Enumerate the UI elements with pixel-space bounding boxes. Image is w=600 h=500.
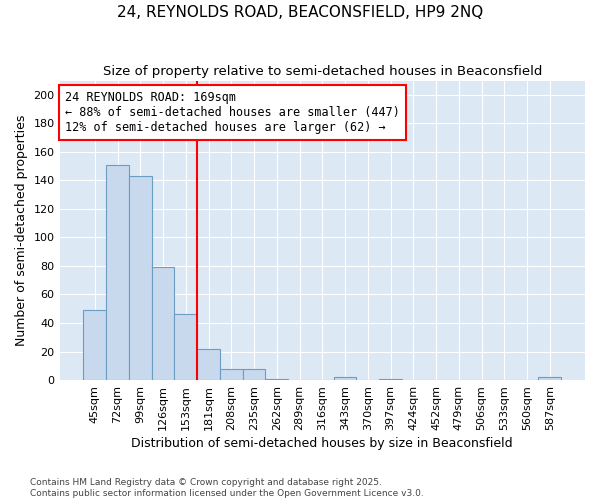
X-axis label: Distribution of semi-detached houses by size in Beaconsfield: Distribution of semi-detached houses by …	[131, 437, 513, 450]
Text: 24 REYNOLDS ROAD: 169sqm
← 88% of semi-detached houses are smaller (447)
12% of : 24 REYNOLDS ROAD: 169sqm ← 88% of semi-d…	[65, 91, 400, 134]
Bar	[152, 268, 175, 380]
Bar	[334, 377, 356, 380]
Bar	[83, 310, 106, 380]
Bar	[106, 164, 129, 380]
Bar	[220, 368, 242, 380]
Text: 24, REYNOLDS ROAD, BEACONSFIELD, HP9 2NQ: 24, REYNOLDS ROAD, BEACONSFIELD, HP9 2NQ	[117, 5, 483, 20]
Bar	[197, 348, 220, 380]
Bar	[242, 368, 265, 380]
Title: Size of property relative to semi-detached houses in Beaconsfield: Size of property relative to semi-detach…	[103, 65, 542, 78]
Bar	[379, 378, 402, 380]
Bar	[265, 378, 288, 380]
Bar	[129, 176, 152, 380]
Text: Contains HM Land Registry data © Crown copyright and database right 2025.
Contai: Contains HM Land Registry data © Crown c…	[30, 478, 424, 498]
Bar	[175, 314, 197, 380]
Y-axis label: Number of semi-detached properties: Number of semi-detached properties	[15, 114, 28, 346]
Bar	[538, 377, 561, 380]
